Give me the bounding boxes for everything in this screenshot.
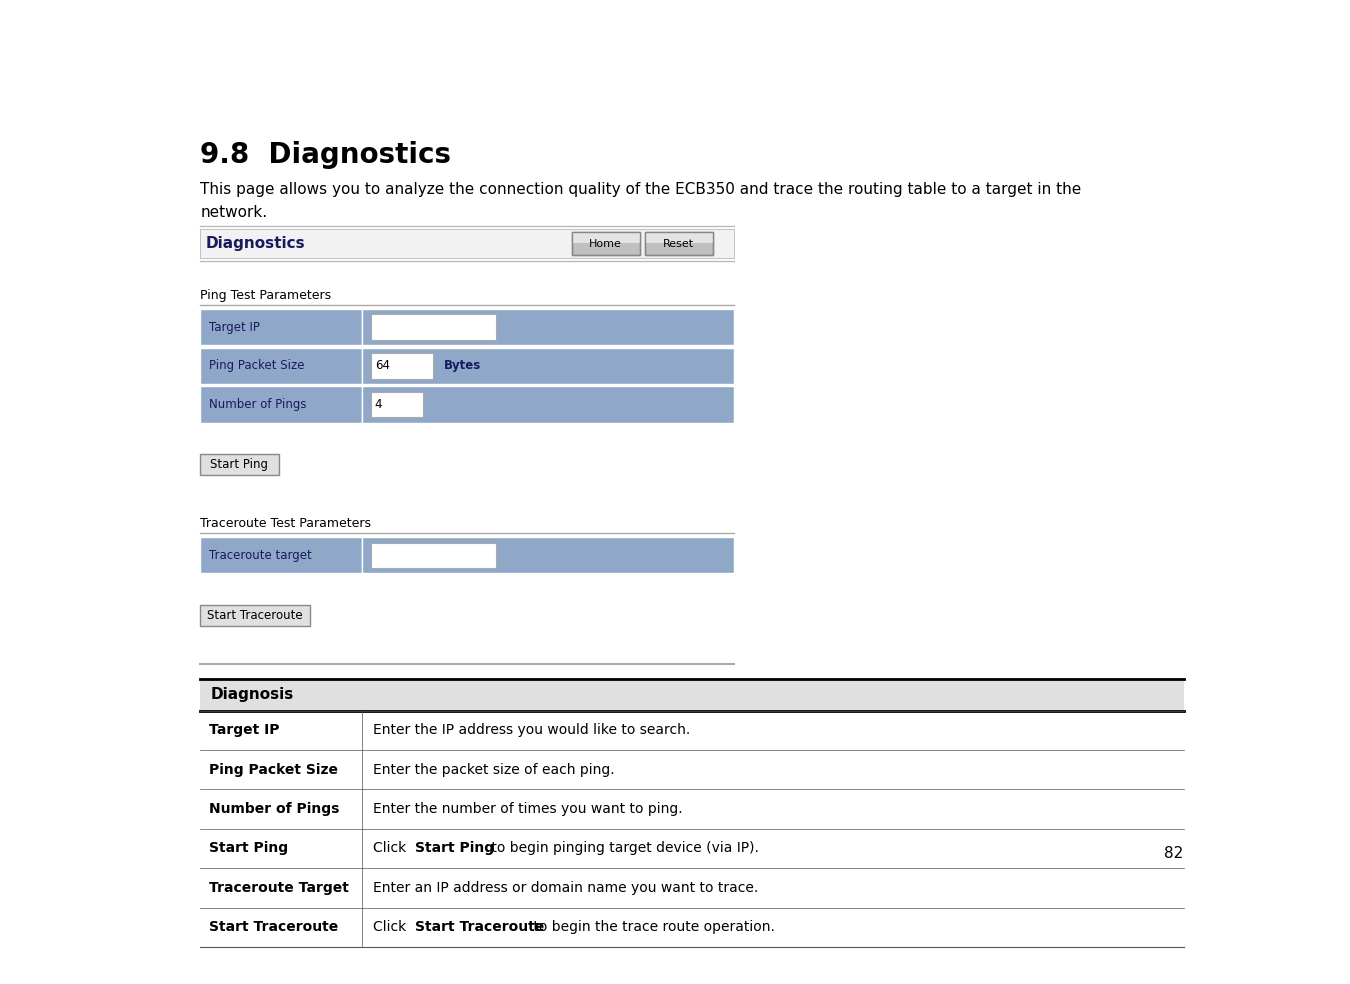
Text: Traceroute Target: Traceroute Target	[208, 881, 348, 894]
Text: 9.8  Diagnostics: 9.8 Diagnostics	[200, 141, 451, 169]
Bar	[645, 232, 713, 255]
Bar	[371, 315, 497, 339]
Text: Number of Pings: Number of Pings	[208, 802, 339, 816]
Text: 82: 82	[1164, 845, 1184, 861]
Text: Ping Packet Size: Ping Packet Size	[208, 763, 338, 776]
Text: Start Traceroute: Start Traceroute	[416, 920, 544, 934]
Text: to begin the trace route operation.: to begin the trace route operation.	[529, 920, 775, 934]
Text: Ping Packet Size: Ping Packet Size	[208, 359, 304, 372]
Bar	[362, 347, 734, 384]
Text: Target IP: Target IP	[208, 321, 259, 334]
Text: Start Ping: Start Ping	[416, 841, 494, 855]
Bar	[371, 353, 433, 379]
Bar	[362, 387, 734, 423]
Text: Ping Test Parameters: Ping Test Parameters	[200, 288, 331, 301]
Bar	[371, 542, 497, 568]
Text: Start Ping: Start Ping	[208, 841, 288, 855]
Text: 4: 4	[375, 398, 382, 411]
Text: Enter the number of times you want to ping.: Enter the number of times you want to pi…	[373, 802, 682, 816]
Bar	[200, 229, 733, 258]
Bar	[645, 232, 713, 255]
Bar	[200, 347, 362, 384]
Text: Traceroute target: Traceroute target	[208, 549, 312, 562]
Text: Start Traceroute: Start Traceroute	[208, 920, 338, 934]
Bar	[571, 232, 640, 243]
Text: Target IP: Target IP	[208, 723, 279, 737]
Bar	[200, 309, 362, 345]
Bar	[200, 537, 362, 574]
Text: Start Ping: Start Ping	[211, 458, 269, 470]
Text: Traceroute Test Parameters: Traceroute Test Parameters	[200, 517, 371, 529]
Text: Enter an IP address or domain name you want to trace.: Enter an IP address or domain name you w…	[373, 881, 757, 894]
Text: Diagnosis: Diagnosis	[211, 687, 294, 703]
Text: to begin pinging target device (via IP).: to begin pinging target device (via IP).	[486, 841, 759, 855]
Bar	[200, 454, 278, 475]
Text: Home: Home	[589, 239, 622, 249]
Text: Click: Click	[373, 920, 410, 934]
Bar	[571, 232, 640, 255]
Bar	[200, 679, 1184, 710]
Text: Enter the IP address you would like to search.: Enter the IP address you would like to s…	[373, 723, 690, 737]
Text: Click: Click	[373, 841, 410, 855]
Bar	[362, 309, 734, 345]
Bar	[200, 387, 362, 423]
Text: Reset: Reset	[663, 239, 694, 249]
Text: Diagnostics: Diagnostics	[205, 236, 305, 251]
Text: Number of Pings: Number of Pings	[208, 398, 306, 411]
Text: This page allows you to analyze the connection quality of the ECB350 and trace t: This page allows you to analyze the conn…	[200, 182, 1081, 219]
Text: Bytes: Bytes	[444, 359, 481, 372]
Bar	[645, 232, 713, 243]
Text: Start Traceroute: Start Traceroute	[208, 609, 302, 622]
Bar	[371, 392, 423, 417]
Text: 64: 64	[375, 359, 390, 372]
Bar	[362, 537, 734, 574]
Text: Enter the packet size of each ping.: Enter the packet size of each ping.	[373, 763, 614, 776]
Bar	[200, 604, 310, 626]
Bar	[571, 232, 640, 255]
